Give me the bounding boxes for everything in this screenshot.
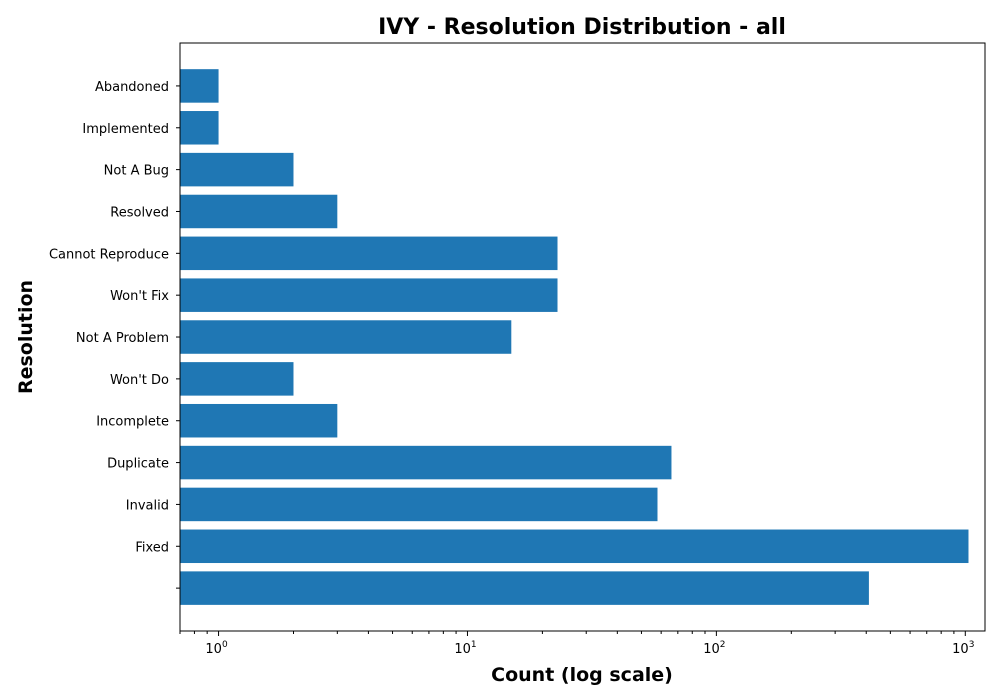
bar-not-a-problem xyxy=(180,320,512,354)
y-tick-label: Implemented xyxy=(82,122,169,137)
x-tick-label: 103 xyxy=(952,640,974,657)
x-tick-label: 100 xyxy=(205,640,228,657)
bar-fixed xyxy=(180,529,969,564)
bar-won-t-fix xyxy=(180,278,558,312)
bar-duplicate xyxy=(180,445,672,480)
y-tick-label: Won't Do xyxy=(110,373,169,388)
y-tick-label: Won't Fix xyxy=(110,289,169,304)
x-tick-label: 101 xyxy=(454,640,476,657)
y-axis: Abandoned Implemented Not A Bug Resolved Can… xyxy=(49,80,180,589)
bar-won-t-do xyxy=(180,362,294,396)
bar-unlabeled xyxy=(180,571,869,605)
chart-title: IVY - Resolution Distribution - all xyxy=(378,15,786,40)
bar-implemented xyxy=(180,111,219,145)
bar-abandoned xyxy=(180,69,219,103)
y-tick-label: Abandoned xyxy=(95,80,169,95)
y-tick-label: Invalid xyxy=(126,498,169,513)
y-tick-label: Fixed xyxy=(135,540,169,555)
y-tick-label: Cannot Reproduce xyxy=(49,247,169,262)
bar-cannot-reproduce xyxy=(180,236,558,271)
bar-resolved xyxy=(180,194,338,229)
y-tick-label: Duplicate xyxy=(107,457,169,472)
y-tick-label: Resolved xyxy=(110,205,169,220)
plot-frame xyxy=(179,42,986,632)
x-tick-label: 102 xyxy=(703,640,725,657)
bar-incomplete xyxy=(180,403,338,438)
y-tick-label: Not A Bug xyxy=(104,164,169,179)
y-axis-label: Resolution xyxy=(15,280,37,394)
bar-invalid xyxy=(180,487,658,522)
x-axis: 100 101 102 103 xyxy=(179,631,974,657)
y-tick-label: Not A Problem xyxy=(76,331,169,346)
x-axis-label: Count (log scale) xyxy=(491,664,673,686)
bars-layer xyxy=(180,69,969,605)
bar-not-a-bug xyxy=(180,152,294,187)
y-tick-label: Incomplete xyxy=(96,415,169,430)
